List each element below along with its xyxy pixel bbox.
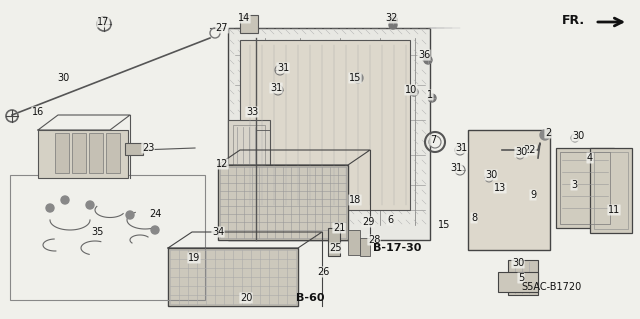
Text: 23: 23 [142, 143, 154, 153]
Text: 22: 22 [524, 145, 536, 155]
Text: 15: 15 [349, 73, 361, 83]
Text: 26: 26 [317, 267, 329, 277]
Text: 36: 36 [418, 50, 430, 60]
Bar [125, 143, 143, 155]
Bar [498, 272, 538, 292]
Bar [594, 152, 628, 229]
Text: 30: 30 [485, 170, 497, 180]
Text: 8: 8 [471, 213, 477, 223]
Text: 2: 2 [545, 128, 551, 138]
Text: 19: 19 [188, 253, 200, 263]
Text: 28: 28 [368, 235, 380, 245]
Bar [348, 230, 360, 255]
Bar [240, 15, 258, 33]
Circle shape [353, 73, 363, 83]
Text: 5: 5 [518, 273, 524, 283]
Bar [508, 260, 538, 295]
Circle shape [46, 204, 54, 212]
Bar [228, 120, 270, 170]
Text: 3: 3 [571, 180, 577, 190]
Bar [168, 248, 298, 306]
Bar [240, 40, 410, 210]
Text: S5AC-B1720: S5AC-B1720 [521, 282, 581, 292]
Text: 29: 29 [362, 217, 374, 227]
Bar [218, 165, 348, 240]
Text: 7: 7 [430, 135, 436, 145]
Circle shape [61, 196, 69, 204]
Bar [556, 148, 614, 228]
Text: 24: 24 [149, 209, 161, 219]
Text: 31: 31 [450, 163, 462, 173]
Bar [106, 133, 120, 173]
Bar [38, 130, 128, 178]
Text: 4: 4 [587, 153, 593, 163]
Circle shape [86, 201, 94, 209]
Bar [10, 175, 205, 300]
Text: 1: 1 [427, 90, 433, 100]
Text: 14: 14 [238, 13, 250, 23]
Bar [590, 148, 632, 233]
Bar [55, 133, 69, 173]
Circle shape [389, 16, 397, 24]
Text: 21: 21 [333, 223, 345, 233]
Text: 25: 25 [330, 243, 342, 253]
Text: 20: 20 [240, 293, 252, 303]
Text: 33: 33 [246, 107, 258, 117]
Bar [89, 133, 103, 173]
Text: 27: 27 [216, 23, 228, 33]
Text: 30: 30 [572, 131, 584, 141]
Text: B-17-30: B-17-30 [373, 243, 421, 253]
Polygon shape [228, 28, 430, 240]
Text: 30: 30 [512, 258, 524, 268]
Bar [560, 152, 610, 224]
Text: 11: 11 [608, 205, 620, 215]
Text: FR.: FR. [562, 13, 585, 26]
Text: 13: 13 [494, 183, 506, 193]
Bar [72, 133, 86, 173]
Text: 31: 31 [270, 83, 282, 93]
Text: 17: 17 [97, 17, 109, 27]
Text: 15: 15 [438, 220, 450, 230]
Circle shape [424, 56, 432, 64]
Text: 30: 30 [515, 147, 527, 157]
Text: 32: 32 [385, 13, 397, 23]
Polygon shape [468, 130, 550, 250]
Text: 10: 10 [405, 85, 417, 95]
Text: 12: 12 [216, 159, 228, 169]
Circle shape [126, 211, 134, 219]
Bar [233, 125, 265, 165]
Text: 30: 30 [57, 73, 69, 83]
Circle shape [389, 21, 397, 29]
Circle shape [540, 130, 550, 140]
Text: B-60: B-60 [296, 293, 324, 303]
Text: 16: 16 [32, 107, 44, 117]
Text: 9: 9 [530, 190, 536, 200]
Text: 34: 34 [212, 227, 224, 237]
Circle shape [151, 226, 159, 234]
Text: 35: 35 [91, 227, 103, 237]
Circle shape [428, 94, 436, 102]
Circle shape [410, 88, 418, 96]
Text: 6: 6 [387, 215, 393, 225]
Bar [360, 238, 370, 256]
Text: 31: 31 [455, 143, 467, 153]
Bar [328, 228, 340, 256]
Text: 18: 18 [349, 195, 361, 205]
Text: 31: 31 [277, 63, 289, 73]
